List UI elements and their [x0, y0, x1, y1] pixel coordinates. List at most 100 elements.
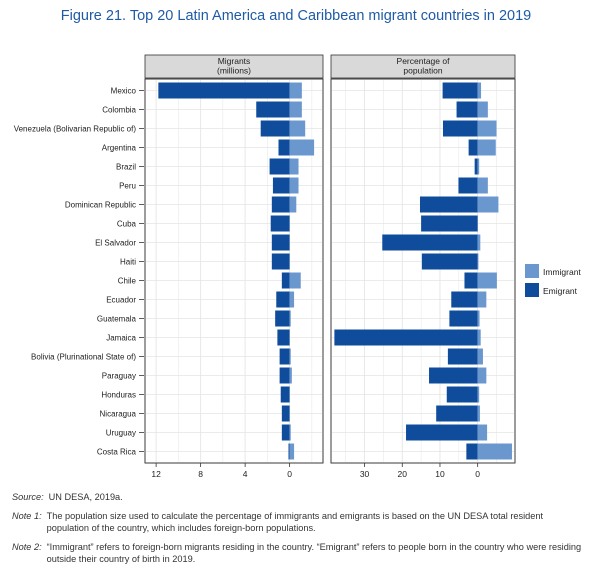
- panel-2-bar-immigrant-mexico: [477, 82, 482, 99]
- panel-1-bar-emigrant-nicaragua: [281, 405, 290, 422]
- category-label-cuba: Cuba: [117, 220, 137, 229]
- panel-1-strip-title-line-1: Migrants: [218, 56, 251, 66]
- category-label-dominican-republic: Dominican Republic: [65, 201, 136, 210]
- panel-2-bar-emigrant-haiti: [421, 253, 478, 270]
- panel-2-bar-emigrant-honduras: [446, 386, 478, 403]
- panel-1-bar-emigrant-costa-rica: [288, 443, 290, 460]
- panel-2-bar-immigrant-dominican-republic: [477, 196, 499, 213]
- panel-2-bar-emigrant-brazil: [474, 158, 478, 175]
- category-label-paraguay: Paraguay: [102, 372, 136, 381]
- panel-1-bar-immigrant-peru: [289, 177, 299, 194]
- panel-1-plot-border: [144, 78, 324, 464]
- panel-1-x-tick-label-8: 8: [198, 469, 203, 479]
- category-label-ecuador: Ecuador: [106, 296, 136, 305]
- panel-1-bar-emigrant-haiti: [271, 253, 290, 270]
- panel-2-plot-area: [330, 78, 516, 464]
- panel-2-bar-immigrant-ecuador: [477, 291, 487, 308]
- panel-2-plot-border: [330, 78, 516, 464]
- panel-1-bar-immigrant-guatemala: [289, 310, 291, 327]
- panel-2-bar-immigrant-bolivia-plurinational-state-of: [477, 348, 483, 365]
- panel-2-bar-immigrant-jamaica: [477, 329, 481, 346]
- legend: Immigrant Emigrant: [525, 264, 581, 297]
- panel-2-bar-immigrant-peru: [477, 177, 488, 194]
- panel-1-strip: [144, 54, 324, 79]
- category-label-el-salvador: El Salvador: [95, 239, 136, 248]
- note-2: Note 2: “Immigrant” refers to foreign-bo…: [12, 541, 584, 566]
- category-label-guatemala: Guatemala: [97, 315, 137, 324]
- legend-swatch-emigrant: [525, 283, 539, 297]
- panel-1-bar-emigrant-brazil: [269, 158, 290, 175]
- panel-1-bar-emigrant-honduras: [280, 386, 290, 403]
- panel-2-bar-emigrant-colombia: [456, 101, 478, 118]
- panel-1-bar-emigrant-el-salvador: [271, 234, 290, 251]
- panel-2-strip-title-line-1: Percentage of: [397, 56, 451, 66]
- panel-2-bar-emigrant-guatemala: [449, 310, 478, 327]
- panel-1-bar-emigrant-mexico: [158, 82, 290, 99]
- panel-1-bar-immigrant-colombia: [289, 101, 302, 118]
- panel-1-bar-emigrant-ecuador: [276, 291, 290, 308]
- panel-1-bar-immigrant-dominican-republic: [289, 196, 297, 213]
- panel-2-bar-emigrant-argentina: [468, 139, 478, 156]
- note-2-text: “Immigrant” refers to foreign-born migra…: [46, 541, 582, 565]
- legend-label-emigrant: Emigrant: [543, 286, 578, 296]
- category-label-mexico: Mexico: [111, 87, 137, 96]
- panel-2-bar-immigrant-argentina: [477, 139, 496, 156]
- panel-2-x-tick-label-0: 0: [475, 469, 480, 479]
- panel-1-x-tick-label-4: 4: [243, 469, 248, 479]
- panel-1-bar-emigrant-cuba: [270, 215, 290, 232]
- category-label-nicaragua: Nicaragua: [100, 410, 137, 419]
- category-label-argentina: Argentina: [102, 144, 137, 153]
- panel-2-bar-emigrant-mexico: [442, 82, 478, 99]
- panel-1-bar-emigrant-venezuela-bolivarian-republic-of: [260, 120, 290, 137]
- panel-2-bar-emigrant-cuba: [421, 215, 478, 232]
- panel-1-bar-immigrant-chile: [289, 272, 301, 289]
- source-note-label: Source:: [12, 492, 44, 502]
- panel-2-bar-immigrant-uruguay: [477, 424, 488, 441]
- panel-2-bar-immigrant-colombia: [477, 101, 488, 118]
- panel-1-bar-immigrant-brazil: [289, 158, 299, 175]
- panel-1-bar-immigrant-costa-rica: [289, 443, 295, 460]
- note-1: Note 1: The population size used to calc…: [12, 510, 584, 535]
- category-label-colombia: Colombia: [102, 106, 136, 115]
- panel-2-x-tick-label-20: 20: [398, 469, 408, 479]
- panel-1-bar-immigrant-ecuador: [289, 291, 295, 308]
- panel-1-bar-emigrant-colombia: [256, 101, 290, 118]
- legend-swatch-immigrant: [525, 264, 539, 278]
- panel-2-bar-immigrant-guatemala: [477, 310, 480, 327]
- panel-1-bar-emigrant-argentina: [278, 139, 290, 156]
- panel-2-bar-emigrant-costa-rica: [466, 443, 478, 460]
- category-label-honduras: Honduras: [101, 391, 136, 400]
- panel-1-bar-immigrant-paraguay: [289, 367, 292, 384]
- panel-1-bar-immigrant-bolivia-plurinational-state-of: [289, 348, 291, 365]
- panel-1-x-tick-label-12: 12: [151, 469, 161, 479]
- panel-1-strip-title-line-2: (millions): [217, 66, 251, 76]
- source-note-text: UN DESA, 2019a.: [48, 492, 123, 502]
- panel-1-bar-emigrant-dominican-republic: [271, 196, 290, 213]
- panel-2-bar-emigrant-nicaragua: [436, 405, 478, 422]
- panel-2-bar-emigrant-bolivia-plurinational-state-of: [447, 348, 478, 365]
- panel-1-bar-emigrant-peru: [272, 177, 290, 194]
- panel-2-bar-immigrant-paraguay: [477, 367, 487, 384]
- panel-1-bar-emigrant-chile: [281, 272, 290, 289]
- category-label-bolivia-plurinational-state-of: Bolivia (Plurinational State of): [31, 353, 136, 362]
- note-1-label: Note 1:: [12, 510, 42, 521]
- panel-1-bar-immigrant-argentina: [289, 139, 315, 156]
- panel-1-bar-immigrant-mexico: [289, 82, 302, 99]
- panel-1-bar-immigrant-uruguay: [289, 424, 291, 441]
- panel-1-bar-emigrant-guatemala: [275, 310, 290, 327]
- legend-label-immigrant: Immigrant: [543, 267, 581, 277]
- panel-2-bar-emigrant-peru: [458, 177, 478, 194]
- panel-2-bar-emigrant-venezuela-bolivarian-republic-of: [442, 120, 478, 137]
- panel-2-bar-immigrant-el-salvador: [477, 234, 481, 251]
- panel-2-bar-emigrant-el-salvador: [382, 234, 478, 251]
- panel-2-strip: [330, 54, 516, 79]
- panel-1-bar-immigrant-venezuela-bolivarian-republic-of: [289, 120, 306, 137]
- category-label-jamaica: Jamaica: [106, 334, 136, 343]
- panel-2-bar-emigrant-paraguay: [429, 367, 478, 384]
- panel-1-bar-emigrant-jamaica: [277, 329, 290, 346]
- panel-2-bar-emigrant-jamaica: [334, 329, 478, 346]
- category-label-brazil: Brazil: [116, 163, 136, 172]
- category-label-chile: Chile: [118, 277, 137, 286]
- panel-2-bar-emigrant-dominican-republic: [419, 196, 478, 213]
